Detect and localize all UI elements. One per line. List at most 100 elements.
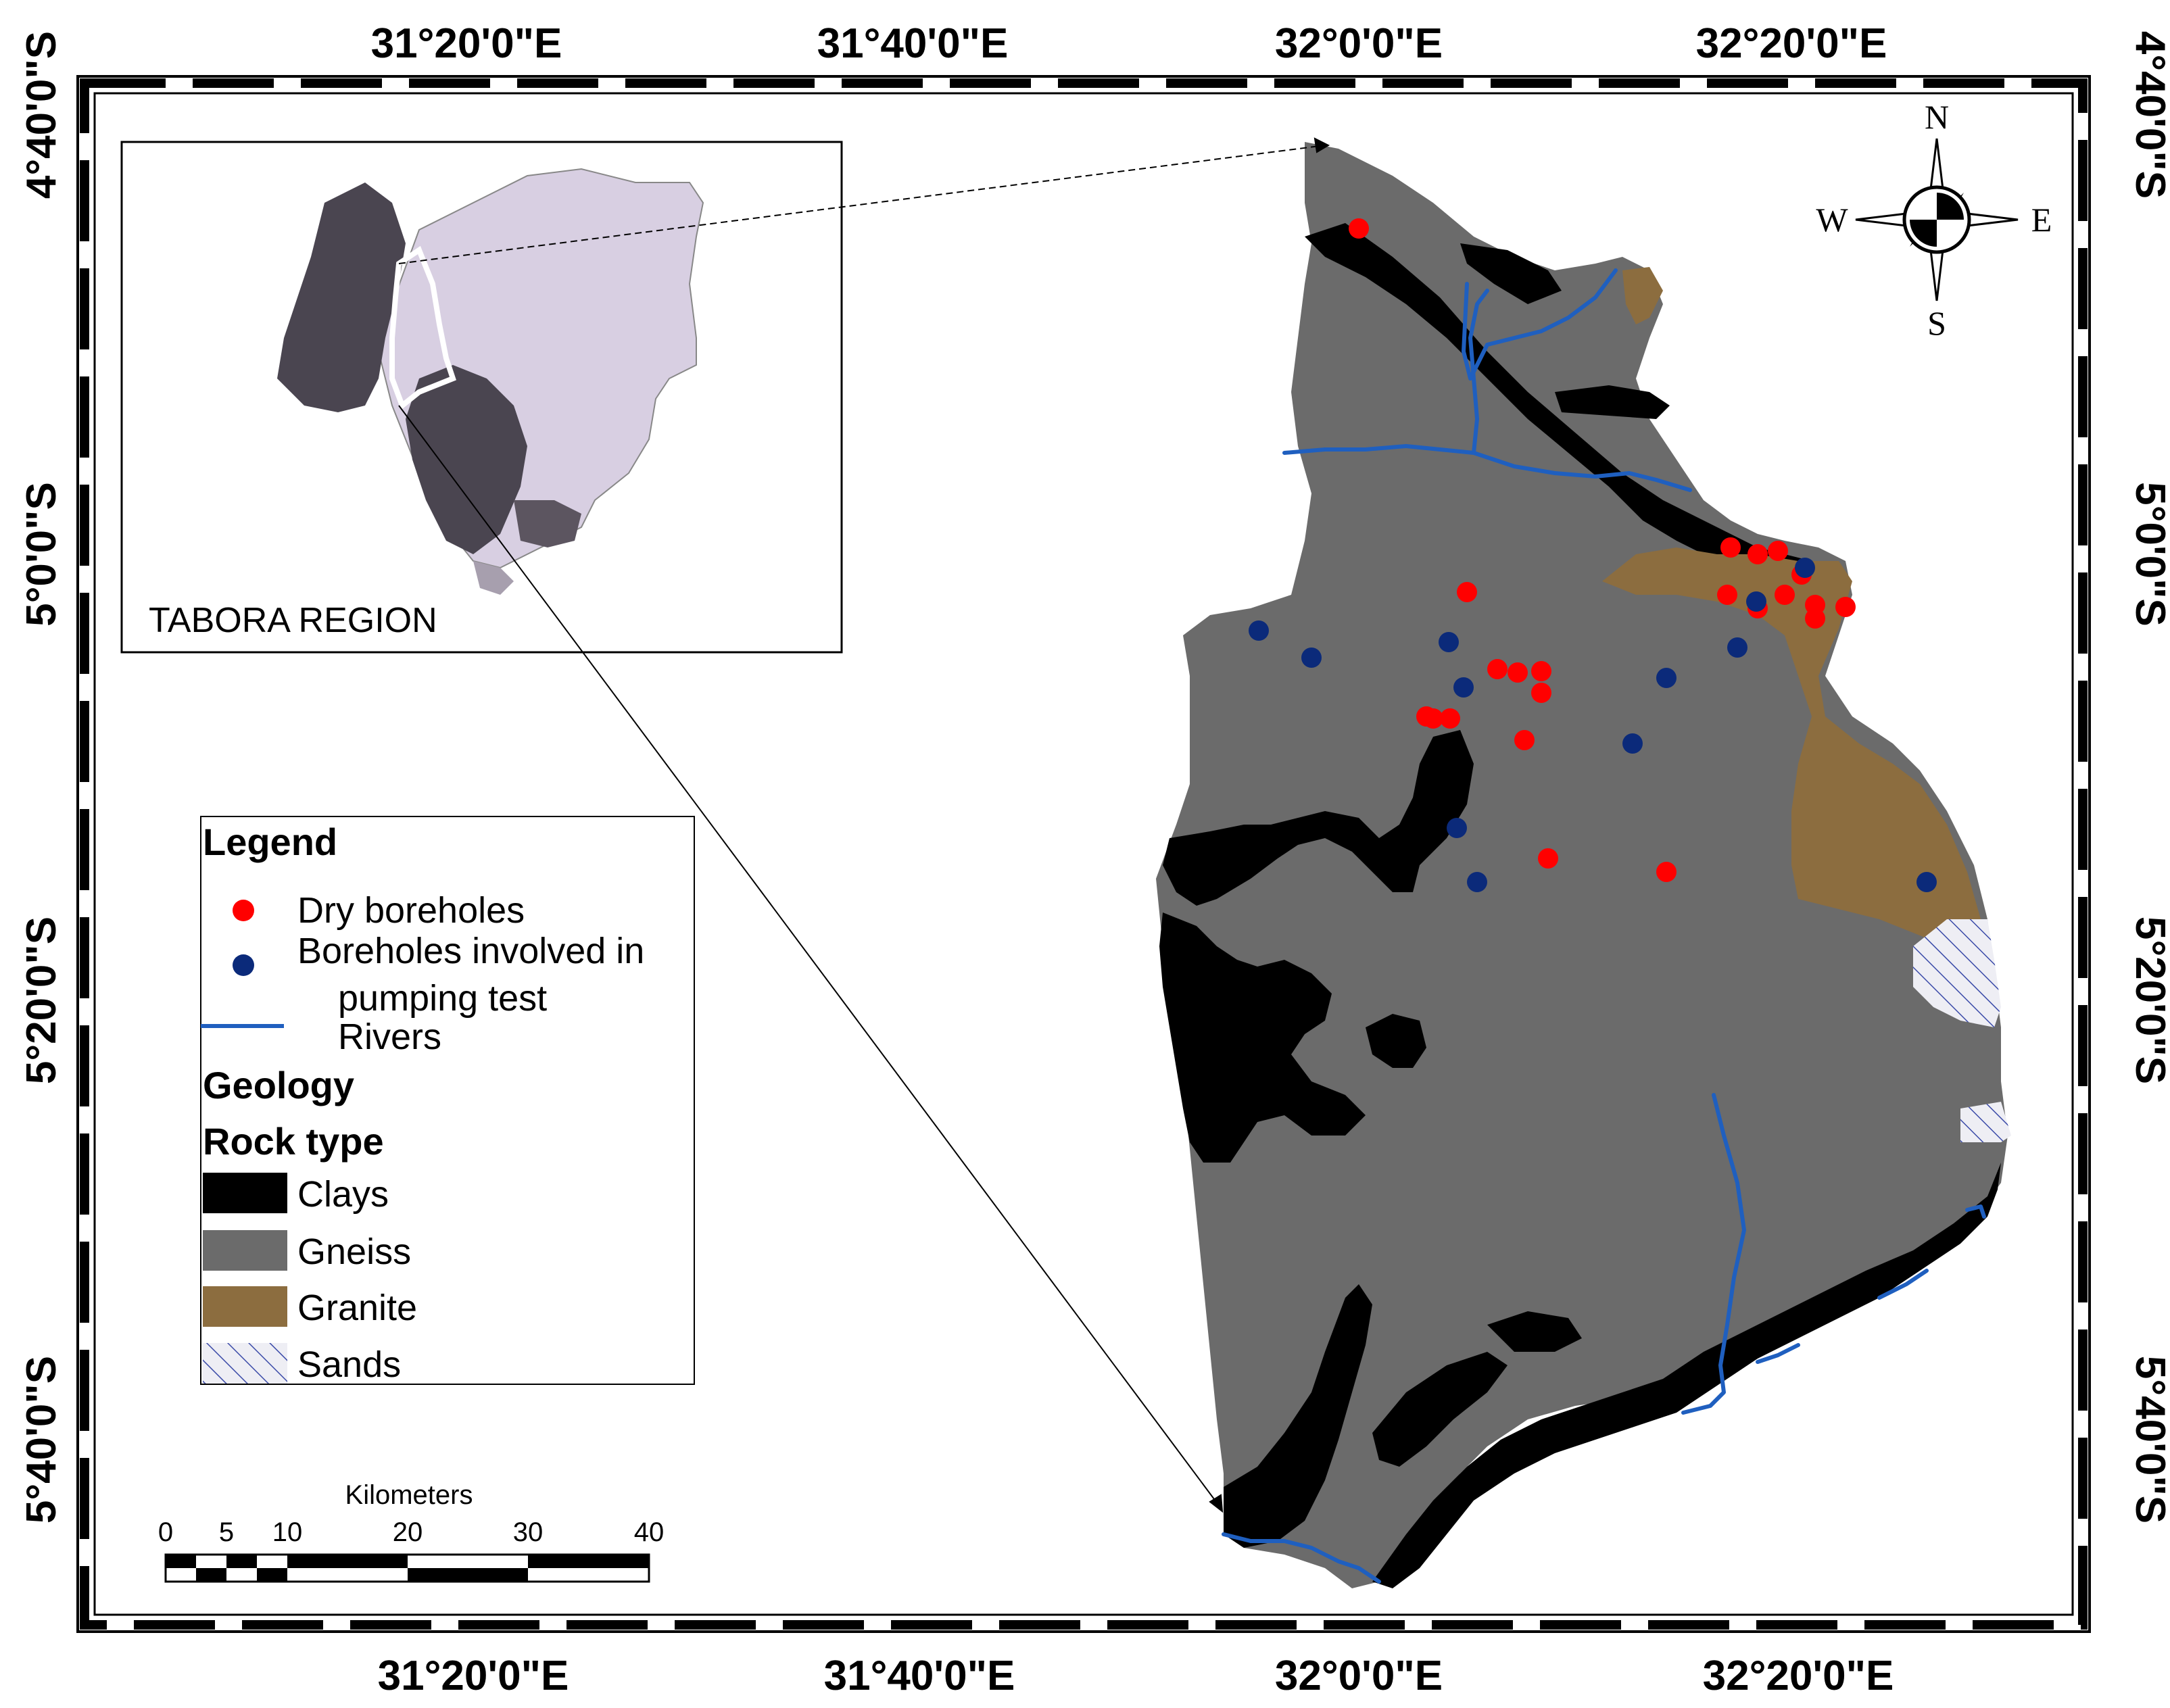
inset-label: TABORA REGION	[149, 601, 437, 640]
top-axis-labels: 31°20'0"E 31°40'0"E 32°0'0"E 32°20'0"E	[371, 20, 1887, 67]
compass-s: S	[1927, 304, 1946, 342]
clays-band-upper	[1460, 243, 1562, 304]
scale-bar: Kilometers 0 5 10 20 30 40	[158, 1480, 665, 1583]
legend-gneiss-label: Gneiss	[297, 1231, 411, 1272]
inset-region-mid	[473, 561, 514, 595]
legend-dry-label: Dry boreholes	[297, 890, 525, 931]
legend-sands-swatch	[203, 1343, 287, 1384]
study-area	[1156, 142, 2011, 1588]
river-east	[1965, 1204, 1986, 1219]
granite-north-patch	[1622, 267, 1663, 324]
dry-borehole	[1508, 662, 1528, 683]
clays-south-east	[1372, 1163, 2001, 1588]
river-north-trib2	[1462, 268, 1618, 381]
right-label-4: 5°40'0"S	[2127, 1356, 2170, 1523]
left-axis-labels: 4°40'0"S 5°0'0"S 5°20'0"S 5°40'0"S	[18, 31, 65, 1523]
scale-tick-20: 20	[393, 1517, 423, 1547]
dry-borehole	[1835, 597, 1856, 617]
legend-dry-marker	[233, 900, 254, 921]
left-label-2: 5°0'0"S	[18, 482, 65, 627]
connector-top	[398, 145, 1326, 264]
river-south	[1681, 1093, 1746, 1415]
compass-quadrant-2	[1910, 220, 1937, 247]
right-label-3: 5°20'0"S	[2127, 917, 2170, 1084]
river-south-east	[1877, 1269, 1929, 1300]
scale-seg-3b	[408, 1568, 528, 1582]
right-label-2: 5°0'0"S	[2127, 482, 2170, 627]
dry-borehole	[1440, 708, 1460, 729]
bottom-label-2: 31°40'0"E	[824, 1653, 1015, 1699]
dry-borehole	[1514, 730, 1535, 750]
top-label-4: 32°20'0"E	[1696, 20, 1887, 67]
left-label-4: 5°40'0"S	[18, 1356, 65, 1523]
bottom-label-1: 31°20'0"E	[378, 1653, 569, 1699]
pumping-test-borehole	[1447, 818, 1467, 838]
scale-tick-0: 0	[158, 1517, 173, 1547]
scale-tick-40: 40	[634, 1517, 665, 1547]
clays-mid-south	[1487, 1311, 1582, 1352]
right-label-1: 4°40'0"S	[2127, 31, 2170, 199]
granite-east	[1602, 547, 1981, 946]
river-north-west	[1282, 444, 1476, 455]
legend-granite-swatch	[203, 1286, 287, 1327]
inset-region-dark-south	[406, 365, 527, 554]
connector-bottom-arrow	[1209, 1494, 1224, 1513]
legend: Legend Dry boreholes Boreholes involved …	[200, 816, 695, 1385]
dry-borehole	[1457, 582, 1477, 602]
dry-borehole	[1717, 585, 1737, 605]
inset-study-outline	[389, 245, 456, 410]
clays-south-finger	[1372, 1352, 1508, 1467]
scale-seg-2b	[257, 1568, 287, 1582]
pumping-test-borehole	[1795, 558, 1815, 578]
pumping-test-borehole	[1453, 677, 1474, 698]
borehole-layer	[1249, 218, 1937, 892]
legend-clays-label: Clays	[297, 1174, 389, 1215]
legend-title: Legend	[203, 821, 337, 863]
left-label-3: 5°20'0"S	[18, 917, 65, 1084]
scale-seg-1b	[196, 1568, 226, 1582]
compass-e: E	[2031, 201, 2052, 239]
connector-bottom	[398, 405, 1221, 1508]
pumping-test-borehole	[1249, 620, 1269, 641]
legend-pumping-label-1: Boreholes involved in	[297, 931, 644, 971]
connector-top-arrow	[1313, 137, 1330, 153]
dry-borehole	[1531, 661, 1551, 681]
scale-tick-10: 10	[272, 1517, 303, 1547]
right-axis-labels: 4°40'0"S 5°0'0"S 5°20'0"S 5°40'0"S	[2127, 31, 2170, 1523]
dry-borehole	[1423, 708, 1443, 729]
bottom-label-4: 32°20'0"E	[1703, 1653, 1894, 1699]
pumping-test-borehole	[1301, 648, 1322, 668]
clays-east-finger	[1366, 1014, 1426, 1068]
scale-tick-30: 30	[513, 1517, 544, 1547]
legend-geology: Geology	[203, 1064, 354, 1106]
clays-band-mid	[1555, 385, 1670, 419]
dry-borehole	[1775, 585, 1795, 605]
scale-seg-3a	[287, 1555, 408, 1568]
dry-borehole	[1720, 537, 1741, 558]
dry-borehole	[1487, 659, 1508, 679]
legend-rivers-label: Rivers	[338, 1017, 441, 1057]
inset-region-dark	[277, 182, 406, 412]
sands-patch-1	[1913, 919, 2001, 1027]
pumping-test-borehole	[1916, 872, 1937, 892]
dry-borehole	[1805, 595, 1825, 615]
clays-hook	[1163, 730, 1474, 906]
scale-seg-2a	[226, 1555, 257, 1568]
inset-connectors	[398, 137, 1330, 1513]
top-label-2: 31°40'0"E	[817, 20, 1009, 67]
scale-tick-5: 5	[219, 1517, 234, 1547]
pumping-test-borehole	[1656, 668, 1677, 688]
clays-west-mass	[1159, 912, 1366, 1163]
pumping-test-borehole	[1467, 872, 1487, 892]
clays-south-band	[1224, 1284, 1372, 1548]
pumping-test-borehole	[1727, 637, 1747, 658]
left-label-1: 4°40'0"S	[18, 31, 65, 199]
bottom-axis-labels: 31°20'0"E 31°40'0"E 32°0'0"E 32°20'0"E	[378, 1653, 1894, 1699]
legend-granite-label: Granite	[297, 1288, 417, 1328]
river-north-trib1	[1468, 289, 1489, 455]
scale-unit: Kilometers	[345, 1480, 473, 1510]
sands-patch-2	[1960, 1102, 2011, 1142]
legend-sands-label: Sands	[297, 1344, 401, 1385]
dry-borehole	[1747, 544, 1768, 564]
